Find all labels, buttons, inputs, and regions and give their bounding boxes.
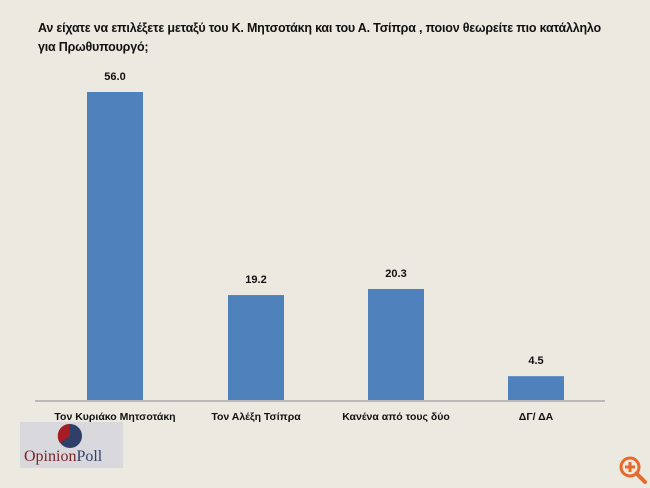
category-label: Κανένα από τους δύο — [342, 411, 450, 423]
data-label: 20.3 — [385, 268, 406, 280]
category-label: Τον Κυριάκο Μητσοτάκη — [54, 411, 175, 423]
chart-title: Αν είχατε να επιλέξετε μεταξύ του Κ. Μητ… — [38, 21, 601, 54]
bar — [368, 288, 424, 401]
category-label: ΔΓ/ ΔΑ — [519, 411, 554, 423]
data-label: 56.0 — [104, 71, 125, 83]
zoom-in-icon[interactable] — [618, 455, 648, 485]
logo-text-poll: Poll — [76, 448, 103, 465]
bar — [228, 295, 284, 401]
bar — [87, 92, 143, 401]
pie-logo-icon — [57, 423, 82, 448]
opinionpoll-logo: OpinionPoll — [20, 422, 123, 468]
data-label: 19.2 — [245, 274, 266, 286]
category-label: Τον Αλέξη Τσίπρα — [211, 411, 301, 423]
data-label: 4.5 — [528, 355, 543, 367]
bar — [508, 376, 564, 401]
logo-text-opinion: Opinion — [24, 448, 77, 465]
